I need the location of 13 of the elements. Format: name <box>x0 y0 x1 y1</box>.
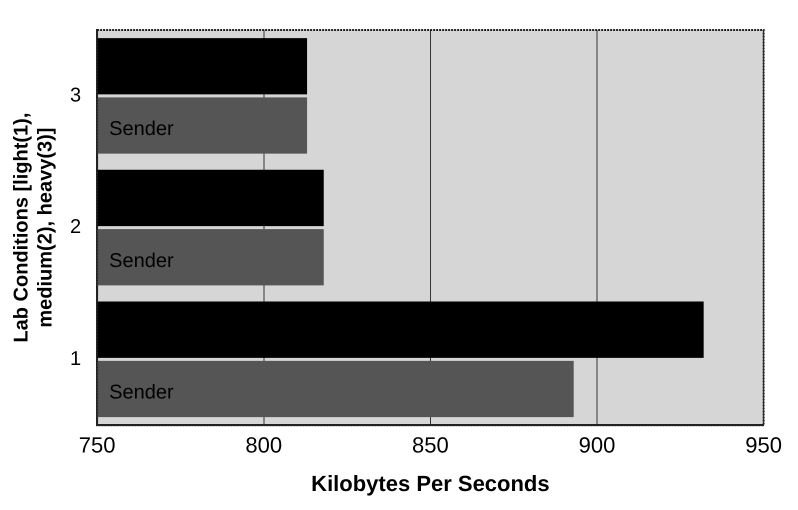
text: Sender <box>109 118 174 140</box>
x-tick-label: 900 <box>578 432 616 458</box>
x-tick-label: 950 <box>745 432 782 458</box>
y-axis-title: Lab Conditions [light(1), medium(2), heavy(3)] <box>10 112 57 343</box>
y-tick-label: 2 <box>70 216 82 238</box>
x-axis-title: Kilobytes Per Seconds <box>311 470 550 496</box>
series-label: Sender <box>109 381 174 404</box>
x-tick-label: 850 <box>412 432 449 458</box>
text: Sender <box>109 250 174 272</box>
y-tick-label: 3 <box>70 84 82 106</box>
x-tick-label: 800 <box>245 432 282 458</box>
x-tick-label: 750 <box>78 432 116 458</box>
y-tick-label: 1 <box>70 348 82 370</box>
